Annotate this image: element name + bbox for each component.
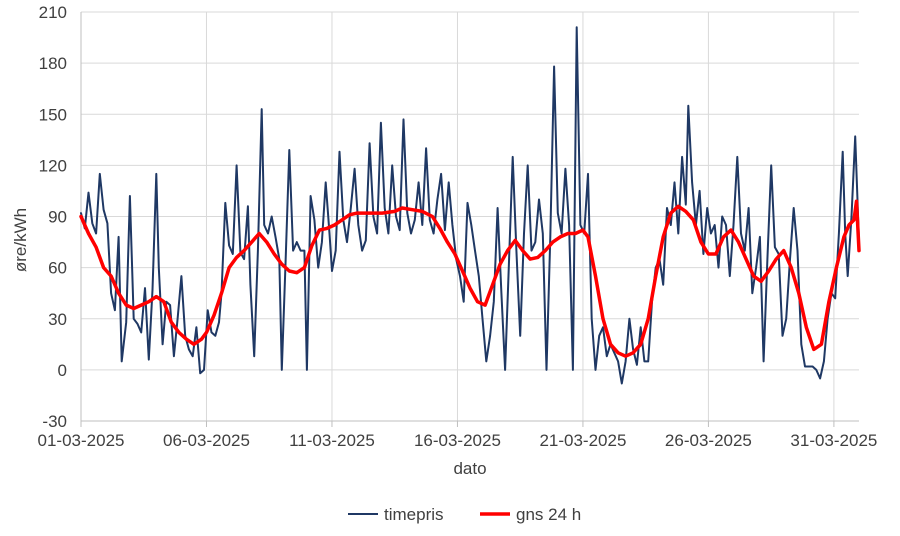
y-tick-label: 90: [48, 208, 67, 227]
y-tick-label: 0: [58, 361, 67, 380]
y-tick-label: 30: [48, 310, 67, 329]
x-tick-label: 31-03-2025: [790, 431, 877, 450]
x-tick-label: 21-03-2025: [539, 431, 626, 450]
x-tick-label: 16-03-2025: [414, 431, 501, 450]
y-tick-labels: -30 0 30 60 90 120 150 180 210: [39, 3, 67, 431]
x-tick-label: 01-03-2025: [38, 431, 125, 450]
y-tick-label: -30: [42, 412, 67, 431]
y-tick-label: 150: [39, 105, 67, 124]
series-line-timepris: [80, 26, 860, 385]
legend-label-gns-24h: gns 24 h: [516, 505, 581, 524]
x-tick-labels: 01-03-2025 06-03-2025 11-03-2025 16-03-2025…: [38, 431, 878, 450]
y-tick-label: 210: [39, 3, 67, 22]
legend: timepris gns 24 h: [348, 505, 581, 524]
y-tick-label: 180: [39, 54, 67, 73]
series-line-gns-24-h: [79, 199, 861, 358]
x-tick-label: 06-03-2025: [163, 431, 250, 450]
y-tick-label: 60: [48, 259, 67, 278]
y-axis-title: øre/kWh: [11, 208, 30, 272]
x-axis-title: dato: [453, 459, 486, 478]
x-tick-label: 11-03-2025: [289, 431, 375, 450]
y-tick-label: 120: [39, 156, 67, 175]
legend-label-timepris: timepris: [384, 505, 444, 524]
x-tick-label: 26-03-2025: [665, 431, 752, 450]
series-layer: [79, 26, 861, 385]
